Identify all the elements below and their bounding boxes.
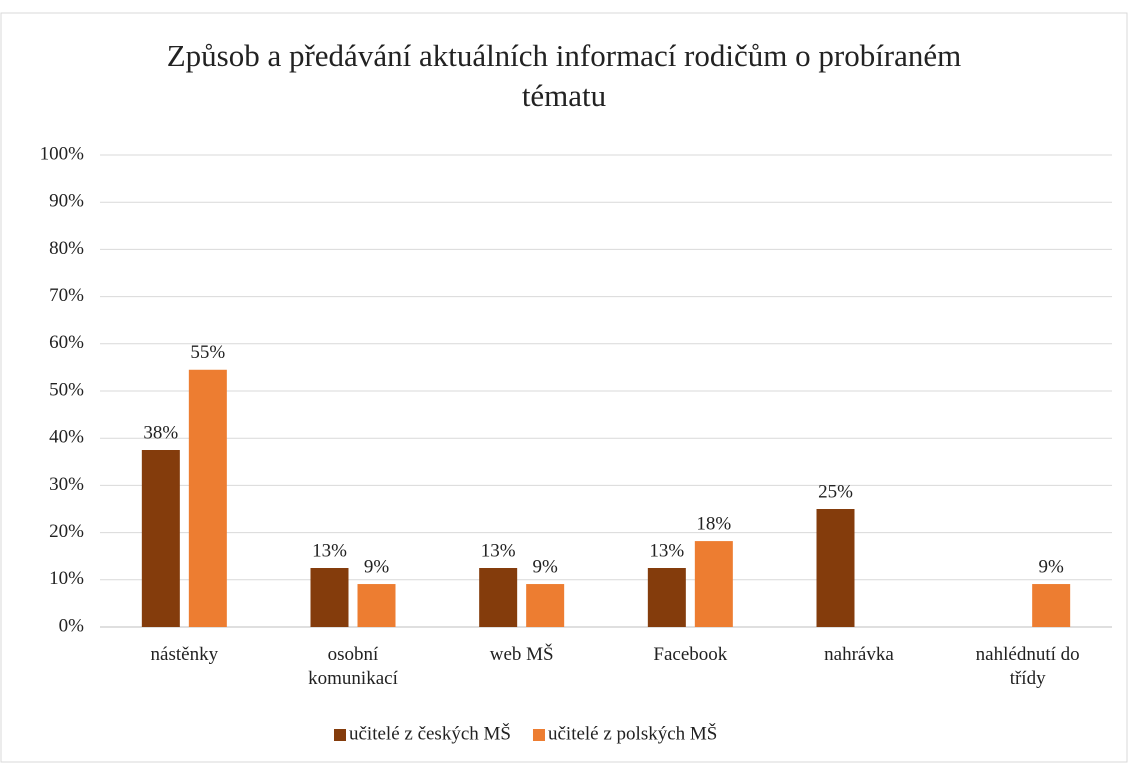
bar	[816, 509, 855, 627]
bar	[694, 541, 733, 627]
bar	[357, 584, 396, 627]
chart-border	[0, 12, 1128, 763]
bar	[526, 584, 565, 627]
data-label: 9%	[1039, 556, 1065, 577]
data-label: 38%	[143, 422, 178, 443]
y-tick-label: 70%	[49, 285, 84, 306]
y-tick-label: 60%	[49, 332, 84, 353]
y-tick-label: 100%	[40, 143, 85, 164]
legend-swatch	[532, 729, 545, 741]
data-label: 13%	[312, 540, 347, 561]
bar	[141, 450, 180, 627]
bar	[647, 568, 686, 627]
y-tick-label: 50%	[49, 379, 84, 400]
data-label: 13%	[649, 540, 684, 561]
x-tick-label: nahrávka	[824, 644, 894, 665]
x-tick-label: osobní komunikací	[308, 644, 398, 689]
legend-label: učitelé z českých MŠ	[349, 722, 511, 744]
y-tick-label: 0%	[59, 615, 85, 636]
data-label: 9%	[533, 556, 559, 577]
data-label: 55%	[190, 342, 225, 363]
bar	[479, 568, 518, 627]
bar	[1032, 584, 1071, 627]
data-label: 25%	[818, 481, 853, 502]
legend-swatch	[334, 729, 346, 741]
y-tick-label: 20%	[49, 521, 84, 542]
legend-label: učitelé z polských MŠ	[548, 722, 717, 744]
data-label: 18%	[696, 513, 731, 534]
data-label: 9%	[364, 556, 390, 577]
x-tick-label: nástěnky	[150, 644, 219, 665]
y-tick-label: 80%	[49, 238, 84, 259]
y-tick-label: 40%	[49, 427, 84, 448]
y-tick-label: 90%	[49, 191, 84, 212]
data-label: 13%	[481, 540, 516, 561]
bar	[310, 568, 349, 627]
x-tick-label: web MŠ	[489, 644, 554, 665]
x-tick-label: Facebook	[653, 644, 728, 665]
y-tick-label: 30%	[49, 474, 84, 495]
bar	[188, 369, 227, 627]
y-tick-label: 10%	[49, 568, 84, 589]
x-tick-label: nahlédnutí do třídy	[975, 644, 1080, 689]
chart-title: Způsob a předávání aktuálních informací …	[166, 38, 962, 113]
